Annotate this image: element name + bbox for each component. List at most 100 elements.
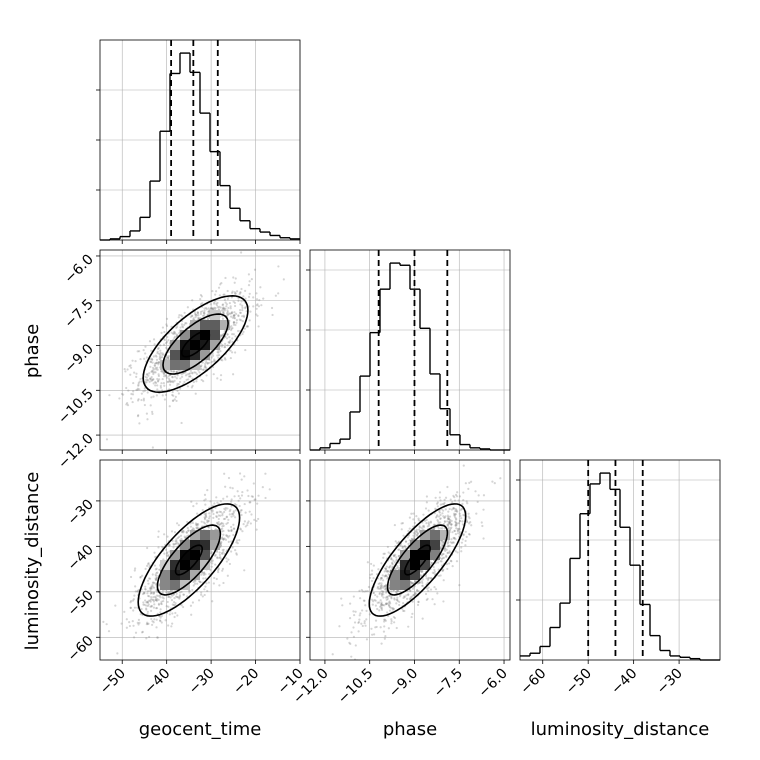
sample-point bbox=[146, 600, 149, 603]
sample-point bbox=[202, 577, 205, 580]
sample-point bbox=[195, 373, 199, 376]
sample-point bbox=[219, 283, 222, 286]
sample-point bbox=[121, 393, 125, 396]
sample-point bbox=[460, 517, 463, 520]
sample-point bbox=[402, 534, 405, 537]
sample-point bbox=[438, 496, 441, 499]
sample-point bbox=[210, 360, 213, 364]
sample-point bbox=[447, 515, 450, 519]
sample-point bbox=[385, 565, 388, 568]
sample-point bbox=[464, 539, 467, 542]
x-tick-label: −30 bbox=[654, 666, 686, 698]
sample-point bbox=[161, 596, 164, 599]
sample-point bbox=[241, 530, 244, 533]
sample-point bbox=[181, 529, 184, 532]
sample-point bbox=[239, 509, 242, 512]
sample-point bbox=[174, 603, 177, 607]
sample-point bbox=[149, 589, 152, 592]
sample-point bbox=[216, 377, 219, 380]
sample-point bbox=[250, 278, 253, 281]
sample-point bbox=[402, 596, 405, 600]
sample-point bbox=[402, 545, 405, 548]
sample-point bbox=[127, 389, 130, 392]
sample-point bbox=[224, 538, 228, 541]
density-cell bbox=[160, 570, 170, 580]
sample-point bbox=[150, 585, 153, 588]
sample-point bbox=[222, 533, 225, 536]
sample-point bbox=[125, 386, 128, 390]
sample-point bbox=[244, 525, 247, 528]
sample-point bbox=[193, 312, 197, 315]
sample-point bbox=[370, 579, 374, 583]
sample-point bbox=[224, 301, 227, 304]
sample-point bbox=[153, 603, 156, 606]
sample-point bbox=[201, 508, 204, 512]
density-cell bbox=[410, 560, 420, 570]
contour-line bbox=[404, 544, 431, 576]
sample-point bbox=[169, 380, 172, 383]
sample-point bbox=[230, 311, 233, 315]
sample-point bbox=[146, 590, 150, 593]
sample-point bbox=[157, 374, 160, 378]
sample-point bbox=[155, 607, 158, 610]
sample-point bbox=[456, 529, 459, 532]
sample-point bbox=[222, 529, 225, 533]
sample-point bbox=[149, 378, 152, 381]
sample-point bbox=[165, 554, 169, 557]
sample-point bbox=[350, 655, 353, 658]
sample-point bbox=[447, 520, 451, 523]
sample-point bbox=[229, 307, 232, 310]
sample-point bbox=[236, 329, 240, 333]
sample-point bbox=[392, 615, 395, 619]
sample-point bbox=[450, 560, 453, 563]
sample-point bbox=[449, 559, 452, 562]
sample-point bbox=[218, 551, 221, 554]
sample-point bbox=[152, 596, 155, 599]
sample-point bbox=[388, 594, 392, 597]
sample-point bbox=[183, 323, 186, 327]
sample-point bbox=[239, 311, 242, 314]
sample-point bbox=[378, 582, 381, 585]
sample-point bbox=[380, 608, 384, 611]
sample-point bbox=[156, 571, 159, 574]
sample-point bbox=[182, 605, 185, 609]
sample-point bbox=[205, 367, 208, 370]
sample-point bbox=[241, 315, 244, 318]
sample-point bbox=[126, 404, 130, 407]
sample-point bbox=[204, 517, 207, 520]
sample-point bbox=[243, 475, 246, 478]
sample-point bbox=[144, 381, 147, 384]
sample-point bbox=[153, 591, 156, 594]
sample-point bbox=[357, 620, 361, 624]
sample-point bbox=[246, 524, 249, 527]
density-cell bbox=[190, 530, 200, 540]
sample-point bbox=[420, 526, 423, 529]
sample-point bbox=[447, 526, 450, 529]
sample-point bbox=[391, 607, 394, 610]
sample-point bbox=[219, 510, 223, 514]
xlabel-phase: phase bbox=[383, 719, 437, 740]
sample-point bbox=[371, 633, 374, 636]
sample-point bbox=[132, 598, 135, 601]
density-cell bbox=[200, 560, 210, 570]
sample-point bbox=[108, 394, 111, 397]
sample-point bbox=[147, 622, 150, 625]
sample-point bbox=[224, 307, 227, 310]
sample-point bbox=[199, 293, 202, 297]
sample-point bbox=[161, 353, 164, 356]
sample-point bbox=[388, 605, 391, 608]
sample-point bbox=[232, 321, 236, 324]
sample-point bbox=[270, 306, 274, 310]
sample-point bbox=[241, 332, 244, 336]
sample-point bbox=[420, 580, 424, 583]
sample-point bbox=[231, 351, 234, 354]
sample-point bbox=[197, 599, 201, 602]
sample-point bbox=[442, 541, 445, 544]
sample-point bbox=[178, 314, 181, 317]
sample-point bbox=[143, 357, 146, 360]
sample-point bbox=[233, 502, 237, 506]
sample-point bbox=[157, 373, 160, 376]
sample-point bbox=[395, 559, 398, 562]
sample-point bbox=[387, 573, 390, 576]
sample-point bbox=[193, 371, 196, 374]
